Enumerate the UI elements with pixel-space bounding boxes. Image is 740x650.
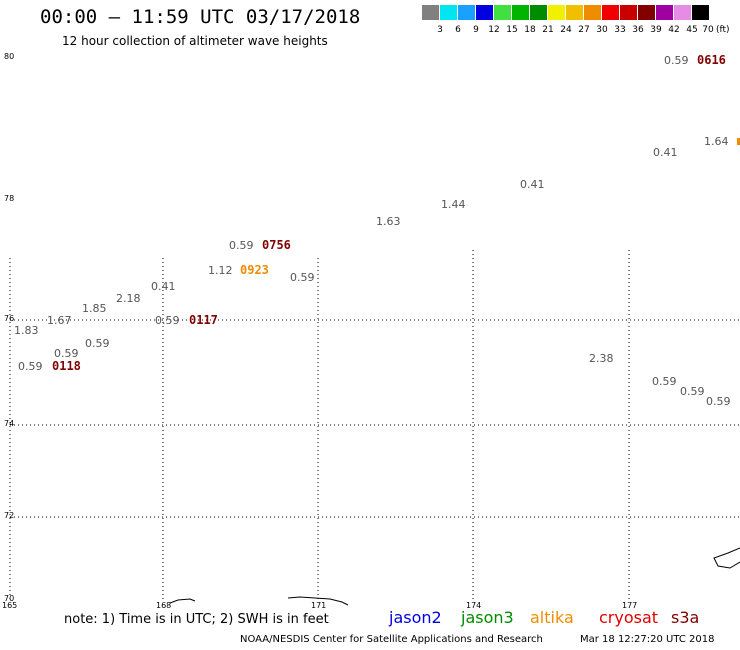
wave-height-label: 1.63 [376, 215, 401, 228]
longitude-label: 177 [622, 601, 638, 610]
color-swatch [674, 5, 691, 20]
satellite-legend-cryosat: cryosat [599, 608, 659, 627]
color-scale-tick: 33 [614, 25, 626, 35]
color-swatch [476, 5, 493, 20]
color-scale-tick: 6 [455, 25, 461, 35]
map-subtitle: 12 hour collection of altimeter wave hei… [62, 34, 328, 48]
color-scale-tick: 70 [702, 25, 714, 35]
pass-time-label: 0756 [262, 238, 291, 252]
wave-height-label: 0.59 [85, 337, 110, 350]
color-scale-tick: 39 [650, 25, 662, 35]
coastline-segment [287, 596, 349, 606]
color-swatch [548, 5, 565, 20]
wave-height-label: 1.64 [704, 135, 729, 148]
footer-note: note: 1) Time is in UTC; 2) SWH is in fe… [64, 612, 329, 627]
wave-height-label: 0.59 [229, 239, 254, 252]
color-swatch [692, 5, 709, 20]
color-swatch [566, 5, 583, 20]
wave-height-label: 0.59 [155, 314, 180, 327]
color-scale-tick: 27 [578, 25, 590, 35]
color-scale-tick: 24 [560, 25, 572, 35]
color-swatch [422, 5, 439, 20]
wave-height-label: 2.38 [589, 352, 614, 365]
satellite-legend-s3a: s3a [671, 608, 700, 627]
color-scale-tick: 36 [632, 25, 644, 35]
longitude-label: 165 [2, 601, 18, 610]
latitude-label: 80 [4, 52, 15, 61]
color-scale-tick: 42 [668, 25, 680, 35]
color-swatch [440, 5, 457, 20]
wave-height-label: 0.41 [653, 146, 678, 159]
color-swatch [584, 5, 601, 20]
wave-height-label: 0.59 [664, 54, 689, 67]
color-swatch [638, 5, 655, 20]
latitude-label: 74 [4, 419, 15, 428]
latitude-label: 76 [4, 314, 15, 323]
credit-line: NOAA/NESDIS Center for Satellite Applica… [240, 634, 543, 645]
wave-height-label: 0.59 [706, 395, 731, 408]
pass-time-label: 0117 [189, 313, 218, 327]
wave-height-label: 0.41 [151, 280, 176, 293]
color-scale-tick: 18 [524, 25, 536, 35]
wave-height-label: 0.59 [18, 360, 43, 373]
coastline-segment [713, 547, 740, 569]
pass-time-label: 0923 [240, 263, 269, 277]
longitude-label: 174 [466, 601, 482, 610]
satellite-legend-jason3: jason3 [461, 608, 514, 627]
wave-height-label: 1.44 [441, 198, 466, 211]
longitude-label: 171 [311, 601, 327, 610]
coastline-segment [169, 598, 196, 604]
wave-height-label: 0.59 [652, 375, 677, 388]
coastline [169, 547, 740, 606]
color-swatch [530, 5, 547, 20]
color-scale-tick: 45 [686, 25, 698, 35]
wave-height-label: 1.12 [208, 264, 233, 277]
color-scale-tick: 21 [542, 25, 554, 35]
pass-time-label: 0118 [52, 359, 81, 373]
wave-height-label: 0.41 [520, 178, 545, 191]
map-title: 00:00 – 11:59 UTC 03/17/2018 [40, 6, 361, 28]
wave-height-label: 0.59 [290, 271, 315, 284]
generation-timestamp: Mar 18 12:27:20 UTC 2018 [580, 634, 715, 645]
edge-marker [737, 138, 740, 145]
color-scale-tick: 3 [437, 25, 443, 35]
wave-height-label: 1.83 [14, 324, 39, 337]
color-scale-unit: (ft) [716, 25, 730, 35]
color-swatch [494, 5, 511, 20]
latitude-label: 70 [4, 594, 15, 603]
longitude-label: 168 [156, 601, 172, 610]
color-scale-tick: 15 [506, 25, 518, 35]
color-scale-tick: 12 [488, 25, 500, 35]
color-swatch [656, 5, 673, 20]
color-swatch [458, 5, 475, 20]
wave-height-label: 1.67 [47, 314, 72, 327]
latitude-label: 72 [4, 511, 15, 520]
satellite-legend-altika: altika [530, 608, 574, 627]
graticule [9, 250, 740, 600]
pass-time-label: 0616 [697, 53, 726, 67]
color-scale-tick: 9 [473, 25, 479, 35]
color-swatch [620, 5, 637, 20]
color-swatch [512, 5, 529, 20]
latitude-label: 78 [4, 194, 15, 203]
wave-height-label: 0.59 [680, 385, 705, 398]
color-scale-tick: 30 [596, 25, 608, 35]
wave-height-label: 2.18 [116, 292, 141, 305]
color-swatch [602, 5, 619, 20]
satellite-legend-jason2: jason2 [389, 608, 442, 627]
wave-height-label: 0.59 [54, 347, 79, 360]
wave-height-label: 1.85 [82, 302, 107, 315]
